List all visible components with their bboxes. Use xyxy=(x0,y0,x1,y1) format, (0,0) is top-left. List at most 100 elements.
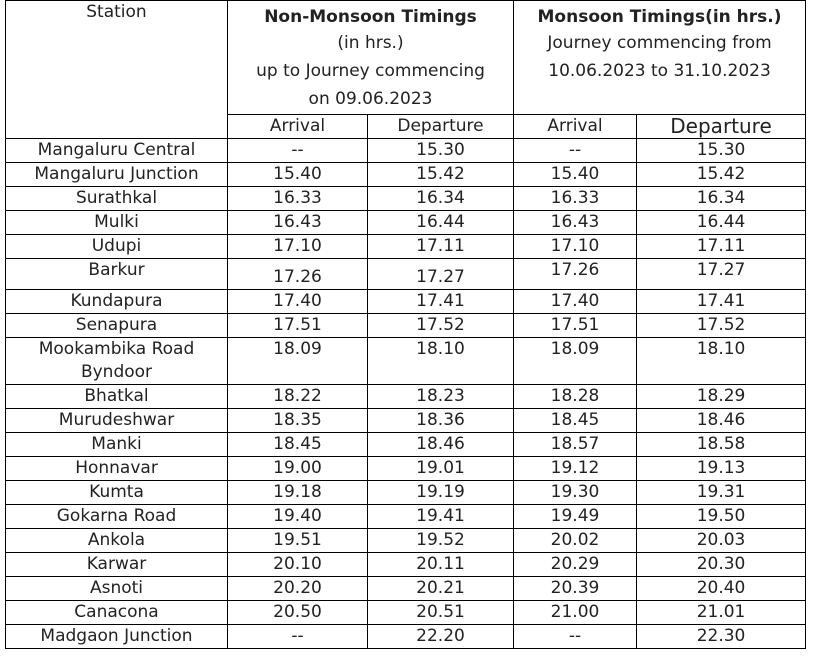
non-monsoon-departure-cell: 19.01 xyxy=(366,456,515,481)
monsoon-departure-cell: 18.46 xyxy=(636,408,807,433)
non-monsoon-arrival-cell: -- xyxy=(227,624,368,649)
table-row: Mookambika Road Byndoor 18.09 18.10 18.09 18.… xyxy=(5,337,807,385)
monsoon-arrival-header: Arrival xyxy=(513,114,638,139)
monsoon-arrival-cell: 18.28 xyxy=(513,384,638,409)
station-name-cell: Kundapura xyxy=(5,289,228,314)
non-monsoon-arrival-cell: 20.20 xyxy=(227,576,368,601)
station-name: Kumta xyxy=(89,482,144,502)
station-name-cell: Mookambika Road Byndoor xyxy=(5,337,228,385)
non-monsoon-departure-cell: 17.11 xyxy=(366,234,515,259)
table-row: Ankola 19.51 19.52 20.02 20.03 xyxy=(5,528,807,553)
monsoon-departure-header: Departure xyxy=(636,114,807,139)
non-monsoon-arrival-cell: 20.50 xyxy=(227,600,368,625)
monsoon-arrival-cell: 18.09 xyxy=(513,337,638,385)
station-name: Madgaon Junction xyxy=(40,626,193,646)
monsoon-departure-cell: 18.58 xyxy=(636,432,807,457)
non-monsoon-departure-cell: 20.21 xyxy=(366,576,515,601)
monsoon-departure-cell: 15.30 xyxy=(636,138,807,163)
station-name-cell: Murudeshwar xyxy=(5,408,228,433)
non-monsoon-departure-cell: 22.20 xyxy=(366,624,515,649)
monsoon-arrival-cell: -- xyxy=(513,138,638,163)
non-monsoon-departure-cell: 18.23 xyxy=(366,384,515,409)
monsoon-departure-cell: 20.40 xyxy=(636,576,807,601)
table-row: Mangaluru Central -- 15.30 -- 15.30 xyxy=(5,138,807,163)
monsoon-departure-cell: 16.44 xyxy=(636,210,807,235)
station-name: Manki xyxy=(91,434,142,454)
monsoon-departure-cell: 18.10 xyxy=(636,337,807,385)
non-monsoon-arrival-cell: 18.45 xyxy=(227,432,368,457)
station-name: Honnavar xyxy=(75,458,158,478)
monsoon-departure-cell: 17.41 xyxy=(636,289,807,314)
table-row: Asnoti 20.20 20.21 20.39 20.40 xyxy=(5,576,807,601)
monsoon-arrival-cell: -- xyxy=(513,624,638,649)
table-row: Karwar 20.10 20.11 20.29 20.30 xyxy=(5,552,807,577)
table-row: Honnavar 19.00 19.01 19.12 19.13 xyxy=(5,456,807,481)
monsoon-title: Monsoon Timings(in hrs.) xyxy=(537,7,782,27)
monsoon-arrival-cell: 19.49 xyxy=(513,504,638,529)
monsoon-departure-cell: 17.27 xyxy=(636,258,807,290)
non-monsoon-departure-cell: 19.52 xyxy=(366,528,515,553)
station-name: Mangaluru Central xyxy=(37,140,196,160)
station-column-header: Station xyxy=(5,0,228,139)
station-name: Mookambika Road xyxy=(38,339,195,359)
station-name-cell: Asnoti xyxy=(5,576,228,601)
station-name-cell: Mulki xyxy=(5,210,228,235)
table-row: Mangaluru Junction 15.40 15.42 15.40 15.42 xyxy=(5,162,807,187)
monsoon-date-range: 10.06.2023 to 31.10.2023 xyxy=(548,61,771,81)
monsoon-validity: Journey commencing from xyxy=(547,33,772,53)
non-monsoon-departure-cell: 17.41 xyxy=(366,289,515,314)
non-monsoon-departure-cell: 20.11 xyxy=(366,552,515,577)
table-row: Kundapura 17.40 17.41 17.40 17.41 xyxy=(5,289,807,314)
monsoon-arrival-cell: 17.26 xyxy=(513,258,638,290)
table-row: Canacona 20.50 20.51 21.00 21.01 xyxy=(5,600,807,625)
station-name-cell: Senapura xyxy=(5,313,228,338)
non-monsoon-validity: up to Journey commencing xyxy=(256,61,485,81)
non-monsoon-departure-cell: 17.52 xyxy=(366,313,515,338)
non-monsoon-departure-cell: 20.51 xyxy=(366,600,515,625)
station-name-cell: Canacona xyxy=(5,600,228,625)
non-monsoon-departure-header: Departure xyxy=(366,114,515,139)
station-name: Murudeshwar xyxy=(58,410,175,430)
non-monsoon-arrival-cell: 16.33 xyxy=(227,186,368,211)
non-monsoon-header: Non-Monsoon Timings (in hrs.) up to Jour… xyxy=(226,0,515,115)
non-monsoon-departure-cell: 16.44 xyxy=(366,210,515,235)
monsoon-departure-cell: 18.29 xyxy=(636,384,807,409)
station-name-cell: Madgaon Junction xyxy=(5,624,228,649)
non-monsoon-arrival-cell: 19.18 xyxy=(227,480,368,505)
station-name-cell: Udupi xyxy=(5,234,228,259)
table-row: Madgaon Junction -- 22.20 -- 22.30 xyxy=(5,624,807,649)
station-name-cell: Ankola xyxy=(5,528,228,553)
station-name-cell: Mangaluru Central xyxy=(5,138,228,163)
monsoon-arrival-cell: 16.43 xyxy=(513,210,638,235)
table-row: Murudeshwar 18.35 18.36 18.45 18.46 xyxy=(5,408,807,433)
station-name: Udupi xyxy=(91,236,142,256)
station-name-cell: Bhatkal xyxy=(5,384,228,409)
table-row: Kumta 19.18 19.19 19.30 19.31 xyxy=(5,480,807,505)
non-monsoon-arrival-cell: 18.22 xyxy=(227,384,368,409)
non-monsoon-arrival-cell: 17.40 xyxy=(227,289,368,314)
table-row: Surathkal 16.33 16.34 16.33 16.34 xyxy=(5,186,807,211)
monsoon-departure-cell: 19.31 xyxy=(636,480,807,505)
monsoon-arrival-cell: 17.40 xyxy=(513,289,638,314)
station-name: Mulki xyxy=(94,212,139,232)
station-name: Ankola xyxy=(87,530,146,550)
monsoon-departure-cell: 21.01 xyxy=(636,600,807,625)
monsoon-arrival-cell: 17.51 xyxy=(513,313,638,338)
table-row: Barkur 17.26 17.27 17.26 17.27 xyxy=(5,258,807,290)
station-name: Gokarna Road xyxy=(56,506,177,526)
table-row: Gokarna Road 19.40 19.41 19.49 19.50 xyxy=(5,504,807,529)
non-monsoon-departure-cell: 15.42 xyxy=(366,162,515,187)
monsoon-departure-cell: 20.30 xyxy=(636,552,807,577)
monsoon-arrival-cell: 18.45 xyxy=(513,408,638,433)
table-row: Manki 18.45 18.46 18.57 18.58 xyxy=(5,432,807,457)
station-name-cell: Barkur xyxy=(5,258,228,290)
station-name: Senapura xyxy=(75,315,158,335)
table-row: Bhatkal 18.22 18.23 18.28 18.29 xyxy=(5,384,807,409)
station-name: Asnoti xyxy=(89,578,144,598)
non-monsoon-arrival-cell: 17.10 xyxy=(227,234,368,259)
non-monsoon-arrival-cell: 19.00 xyxy=(227,456,368,481)
station-name-cell: Karwar xyxy=(5,552,228,577)
non-monsoon-departure-cell: 17.27 xyxy=(366,258,515,290)
timetable-body: Mangaluru Central -- 15.30 -- 15.30 Mangaluru… xyxy=(5,138,807,649)
monsoon-arrival-cell: 19.30 xyxy=(513,480,638,505)
